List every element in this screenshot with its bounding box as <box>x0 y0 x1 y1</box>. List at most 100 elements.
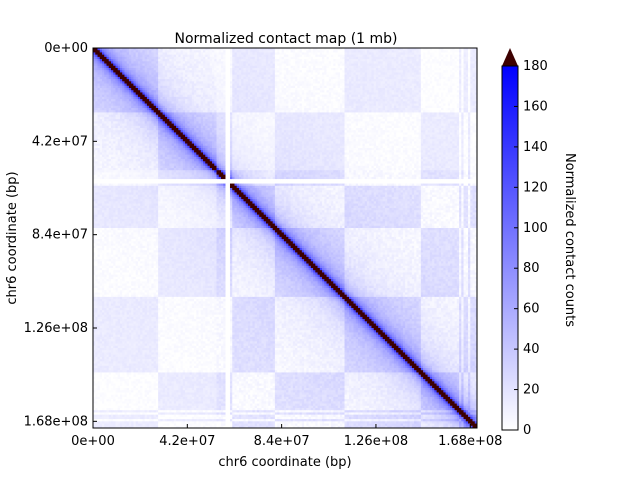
heatmap-cell <box>421 50 424 53</box>
heatmap-cell <box>268 66 271 69</box>
heatmap-cell <box>443 64 446 67</box>
heatmap-cell <box>279 50 282 53</box>
heatmap-cell <box>241 52 244 55</box>
heatmap-cell <box>309 68 312 71</box>
heatmap-cell <box>106 52 109 55</box>
heatmap-cell <box>322 61 325 64</box>
heatmap-cell <box>365 52 368 55</box>
heatmap-cell <box>446 61 449 64</box>
heatmap-cell <box>365 64 368 67</box>
heatmap-cell <box>450 66 453 69</box>
heatmap-cell <box>223 52 226 55</box>
heatmap-cell <box>212 68 215 71</box>
heatmap-cell <box>461 64 464 67</box>
heatmap-cell <box>243 52 246 55</box>
heatmap-cell <box>455 55 458 58</box>
heatmap-cell <box>174 57 177 60</box>
heatmap-cell <box>113 66 116 69</box>
heatmap-cell <box>279 61 282 64</box>
heatmap-cell <box>255 50 258 53</box>
heatmap-cell <box>437 59 440 62</box>
heatmap-cell <box>293 59 296 62</box>
heatmap-cell <box>232 59 235 62</box>
heatmap-cell <box>243 57 246 60</box>
heatmap-cell <box>425 55 428 58</box>
heatmap-cell <box>210 55 213 58</box>
heatmap-cell <box>300 66 303 69</box>
heatmap-cell <box>403 64 406 67</box>
heatmap-cell <box>291 68 294 71</box>
heatmap-cell <box>331 59 334 62</box>
heatmap-cell <box>234 50 237 53</box>
heatmap-cell <box>185 64 188 67</box>
heatmap-cell <box>120 66 123 69</box>
heatmap-cell <box>470 50 473 53</box>
heatmap-cell <box>311 68 314 71</box>
heatmap-cell <box>142 68 145 71</box>
heatmap-cell <box>124 57 127 60</box>
heatmap-cell <box>385 50 388 53</box>
heatmap-cell <box>266 52 269 55</box>
heatmap-cell <box>342 50 345 53</box>
heatmap-cell <box>441 50 444 53</box>
heatmap-cell <box>154 57 157 60</box>
heatmap-cell <box>264 59 267 62</box>
heatmap-cell <box>461 61 464 64</box>
heatmap-cell <box>318 64 321 67</box>
heatmap-cell <box>450 61 453 64</box>
heatmap-cell <box>234 64 237 67</box>
heatmap-cell <box>282 50 285 53</box>
heatmap-cell <box>410 57 413 60</box>
heatmap-cell <box>347 64 350 67</box>
heatmap-cell <box>383 59 386 62</box>
heatmap-cell <box>133 66 136 69</box>
heatmap-cell <box>383 50 386 53</box>
heatmap-cell <box>225 57 228 60</box>
heatmap-cell <box>109 59 112 62</box>
heatmap-cell <box>459 57 462 60</box>
heatmap-cell <box>275 55 278 58</box>
heatmap-cell <box>353 57 356 60</box>
heatmap-cell <box>369 61 372 64</box>
heatmap-cell <box>266 68 269 71</box>
heatmap-cell <box>138 66 141 69</box>
heatmap-cell <box>214 50 217 53</box>
heatmap-cell <box>156 61 159 64</box>
heatmap-cell <box>270 52 273 55</box>
heatmap-cell <box>329 55 332 58</box>
heatmap-cell <box>102 52 105 55</box>
heatmap-cell <box>102 57 105 60</box>
heatmap-cell <box>342 52 345 55</box>
heatmap-cell <box>340 52 343 55</box>
heatmap-cell <box>450 50 453 53</box>
heatmap-cell <box>468 55 471 58</box>
heatmap-cell <box>286 57 289 60</box>
heatmap-cell <box>421 59 424 62</box>
heatmap-cell <box>443 55 446 58</box>
heatmap-cell <box>365 66 368 69</box>
heatmap-cell <box>95 64 98 67</box>
heatmap-cell <box>113 64 116 67</box>
heatmap-cell <box>374 68 377 71</box>
heatmap-cell <box>111 68 114 71</box>
heatmap-cell <box>407 52 410 55</box>
heatmap-cell <box>127 68 130 71</box>
heatmap-cell <box>405 50 408 53</box>
heatmap-cell <box>288 64 291 67</box>
heatmap-cell <box>318 52 321 55</box>
heatmap-cell <box>138 52 141 55</box>
heatmap-cell <box>277 55 280 58</box>
heatmap-cell <box>156 66 159 69</box>
heatmap-cell <box>255 55 258 58</box>
heatmap-cell <box>261 59 264 62</box>
heatmap-cell <box>311 61 314 64</box>
heatmap-cell <box>163 59 166 62</box>
heatmap-cell <box>174 52 177 55</box>
heatmap-cell <box>145 66 148 69</box>
heatmap-cell <box>208 52 211 55</box>
heatmap-cell <box>394 55 397 58</box>
heatmap-cell <box>277 57 280 60</box>
heatmap-cell <box>284 59 287 62</box>
heatmap-cell <box>185 61 188 64</box>
heatmap-cell <box>441 59 444 62</box>
